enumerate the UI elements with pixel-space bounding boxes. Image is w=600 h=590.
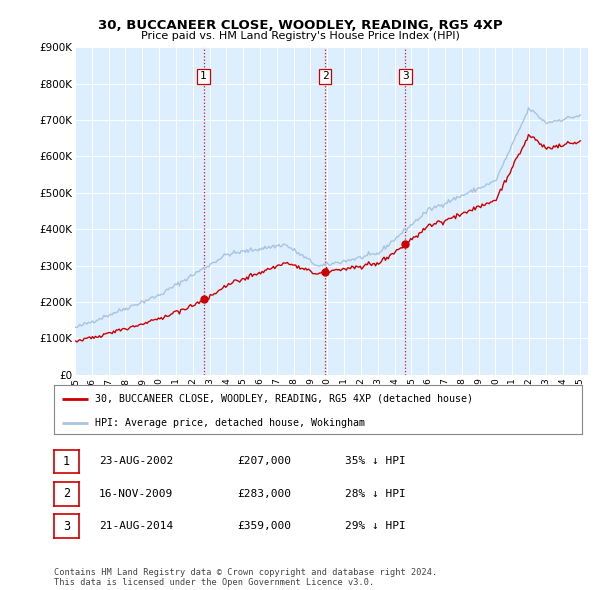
Text: 1: 1 (200, 71, 207, 81)
Text: 1: 1 (63, 455, 70, 468)
Text: 30, BUCCANEER CLOSE, WOODLEY, READING, RG5 4XP (detached house): 30, BUCCANEER CLOSE, WOODLEY, READING, R… (95, 394, 473, 404)
Text: 28% ↓ HPI: 28% ↓ HPI (345, 489, 406, 499)
Text: 29% ↓ HPI: 29% ↓ HPI (345, 522, 406, 531)
Text: 3: 3 (63, 520, 70, 533)
Text: £207,000: £207,000 (237, 457, 291, 466)
Text: £359,000: £359,000 (237, 522, 291, 531)
Text: 21-AUG-2014: 21-AUG-2014 (99, 522, 173, 531)
Text: £283,000: £283,000 (237, 489, 291, 499)
Text: HPI: Average price, detached house, Wokingham: HPI: Average price, detached house, Woki… (95, 418, 365, 428)
Text: 2: 2 (63, 487, 70, 500)
Text: Price paid vs. HM Land Registry's House Price Index (HPI): Price paid vs. HM Land Registry's House … (140, 31, 460, 41)
Text: 16-NOV-2009: 16-NOV-2009 (99, 489, 173, 499)
Text: 3: 3 (402, 71, 409, 81)
Text: 30, BUCCANEER CLOSE, WOODLEY, READING, RG5 4XP: 30, BUCCANEER CLOSE, WOODLEY, READING, R… (98, 19, 502, 32)
Text: 2: 2 (322, 71, 329, 81)
Text: 23-AUG-2002: 23-AUG-2002 (99, 457, 173, 466)
Text: Contains HM Land Registry data © Crown copyright and database right 2024.
This d: Contains HM Land Registry data © Crown c… (54, 568, 437, 587)
Text: 35% ↓ HPI: 35% ↓ HPI (345, 457, 406, 466)
